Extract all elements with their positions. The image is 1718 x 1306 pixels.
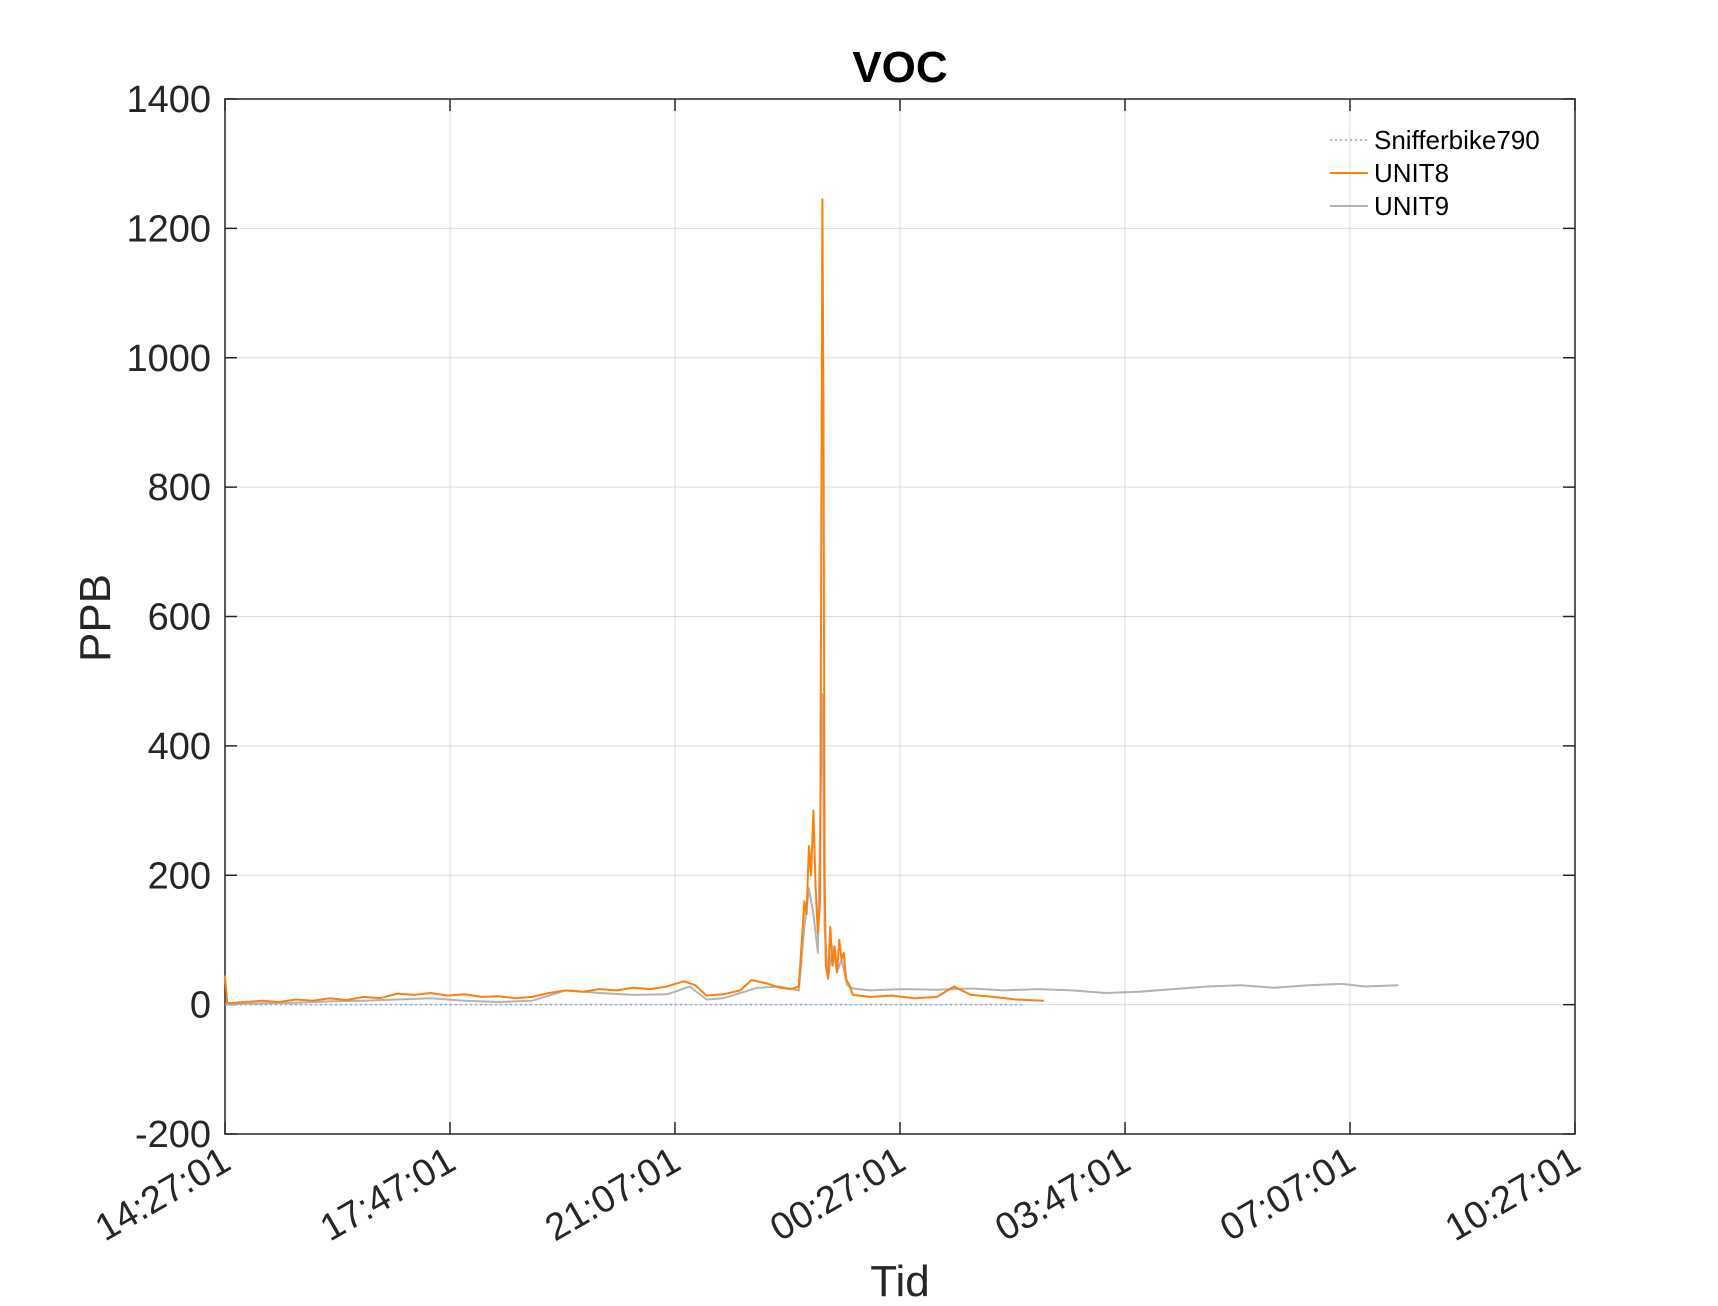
y-tick-label: 1200 bbox=[126, 208, 211, 250]
y-tick-label: 0 bbox=[190, 985, 211, 1027]
y-tick-labels: -200 0 200 400 600 800 1000 1200 1400 bbox=[126, 79, 211, 1156]
y-tick-label: 1000 bbox=[126, 338, 211, 380]
y-tick-label: 1400 bbox=[126, 79, 211, 121]
y-tick-label: 800 bbox=[148, 467, 211, 509]
y-axis-label: PPB bbox=[71, 574, 120, 662]
series-line-unit9 bbox=[224, 693, 1399, 1006]
legend-entry-snifferbike790: Snifferbike790 bbox=[1374, 125, 1540, 155]
chart-title: VOC bbox=[852, 43, 947, 92]
y-tick-label: 600 bbox=[148, 597, 211, 639]
legend-entry-unit8: UNIT8 bbox=[1374, 158, 1449, 188]
axis-ticks bbox=[224, 98, 1576, 1135]
legend-entry-unit9: UNIT9 bbox=[1374, 191, 1449, 221]
series-layer bbox=[224, 198, 1399, 1006]
series-line-unit8 bbox=[224, 198, 1045, 1005]
grid bbox=[224, 98, 1576, 1135]
x-axis-label: Tid bbox=[870, 1257, 930, 1306]
y-tick-label: -200 bbox=[135, 1114, 211, 1156]
y-tick-label: 400 bbox=[148, 726, 211, 768]
y-tick-label: 200 bbox=[148, 855, 211, 897]
